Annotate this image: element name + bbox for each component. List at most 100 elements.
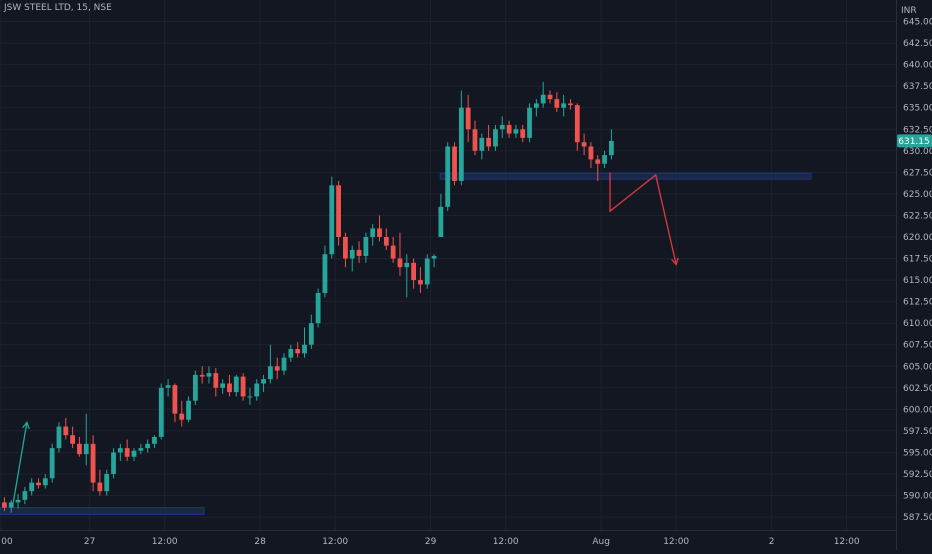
candle-body xyxy=(274,366,280,371)
candle-body xyxy=(431,255,437,259)
candle-body xyxy=(15,499,21,503)
candle-body xyxy=(377,228,382,237)
price-tick-label: 620.00 xyxy=(903,233,932,243)
candle-body xyxy=(574,105,580,143)
time-tick-label: 12:00 xyxy=(493,537,519,547)
time-axis[interactable]: 00 27 12:00 28 12:00 29 12:00 Aug 12:00 2 12:00 xyxy=(1,537,860,547)
candle-body xyxy=(261,379,266,384)
candle-body xyxy=(520,129,526,138)
time-tick-label: 12:00 xyxy=(322,537,348,547)
price-tick-label: 602.50 xyxy=(903,384,932,394)
candle-body xyxy=(561,103,567,108)
candle-body xyxy=(227,383,232,393)
candle-body xyxy=(165,385,171,388)
drawings[interactable] xyxy=(12,172,679,503)
candle-body xyxy=(97,482,103,492)
candle-body xyxy=(363,236,369,256)
support-zone[interactable] xyxy=(0,507,205,515)
time-tick-label: 27 xyxy=(84,537,95,547)
candle-body xyxy=(479,137,485,151)
price-tick-label: 640.00 xyxy=(903,61,932,71)
price-tick-label: 592.50 xyxy=(903,470,932,480)
price-axis[interactable]: 645.00 642.50 640.00 637.50 635.00 632.50 630.… xyxy=(903,18,932,524)
candle-body xyxy=(63,426,69,436)
candle-body xyxy=(213,373,219,388)
candle-body xyxy=(458,107,464,181)
candle-body xyxy=(254,383,260,397)
candle-body xyxy=(36,482,41,486)
candle-body xyxy=(179,413,185,420)
candle-body xyxy=(356,249,362,256)
price-tick-label: 595.00 xyxy=(903,448,932,458)
candle-body xyxy=(138,448,144,451)
grid xyxy=(0,0,896,530)
time-tick-label: 00 xyxy=(1,537,13,547)
candle-body xyxy=(554,99,560,108)
red-arrow-line[interactable] xyxy=(609,172,677,265)
green-arrow-head xyxy=(22,420,30,430)
time-tick-label: Aug xyxy=(592,537,610,547)
candle-body xyxy=(29,482,35,492)
candle-body xyxy=(295,349,301,354)
zones xyxy=(0,172,812,515)
time-tick-label: 12:00 xyxy=(663,537,689,547)
candle-body xyxy=(56,426,62,449)
candle-body xyxy=(288,349,294,358)
price-tick-label: 637.50 xyxy=(903,82,932,92)
candle-body xyxy=(438,206,444,237)
price-tick-label: 612.50 xyxy=(903,298,932,308)
candle-body xyxy=(104,473,110,492)
candle-body xyxy=(247,396,253,398)
candle-body xyxy=(206,373,212,377)
candle-body xyxy=(418,280,423,285)
candle-body xyxy=(506,124,512,134)
candle-body xyxy=(199,374,205,377)
candle-body xyxy=(302,344,307,354)
price-tick-label: 630.00 xyxy=(903,147,932,157)
symbol-title: JSW STEEL LTD, 15, NSE xyxy=(4,3,112,13)
time-tick-label: 12:00 xyxy=(152,537,178,547)
price-tick-label: 622.50 xyxy=(903,211,932,221)
time-tick-label: 29 xyxy=(425,537,437,547)
candle-body xyxy=(486,137,492,147)
candle-body xyxy=(581,142,587,147)
candle-body xyxy=(22,491,28,500)
candles xyxy=(2,81,614,513)
candle-body xyxy=(329,185,335,255)
candle-body xyxy=(547,94,553,100)
candle-body xyxy=(49,448,55,479)
candle-body xyxy=(267,366,273,380)
candle-body xyxy=(404,262,410,268)
candle-body xyxy=(513,129,519,134)
candle-body xyxy=(152,436,157,444)
candle-body xyxy=(192,374,198,401)
candle-body xyxy=(336,185,341,237)
candle-body xyxy=(370,228,376,237)
price-tick-label: 627.50 xyxy=(903,168,932,178)
candle-body xyxy=(117,448,123,453)
candle-body xyxy=(602,155,607,164)
candle-body xyxy=(540,94,546,104)
candle-body xyxy=(83,443,89,455)
candle-body xyxy=(527,107,532,138)
price-tick-label: 615.00 xyxy=(903,276,932,286)
candle-body xyxy=(124,448,130,457)
candle-body xyxy=(533,103,539,108)
last-price-label: 631.15 xyxy=(898,137,930,147)
price-tick-label: 610.00 xyxy=(903,319,932,329)
time-tick-label: 2 xyxy=(769,537,775,547)
price-tick-label: 635.00 xyxy=(903,104,932,114)
candle-body xyxy=(424,258,430,285)
candle-body xyxy=(158,387,164,437)
last-price-tag: 631.15 xyxy=(897,134,932,148)
candle-body xyxy=(90,443,96,483)
green-arrow-line[interactable] xyxy=(12,422,28,503)
candle-body xyxy=(499,124,505,130)
candle-body xyxy=(172,385,178,414)
support-zone[interactable] xyxy=(439,172,812,180)
candle-body xyxy=(608,140,614,156)
candle-body xyxy=(77,443,82,455)
